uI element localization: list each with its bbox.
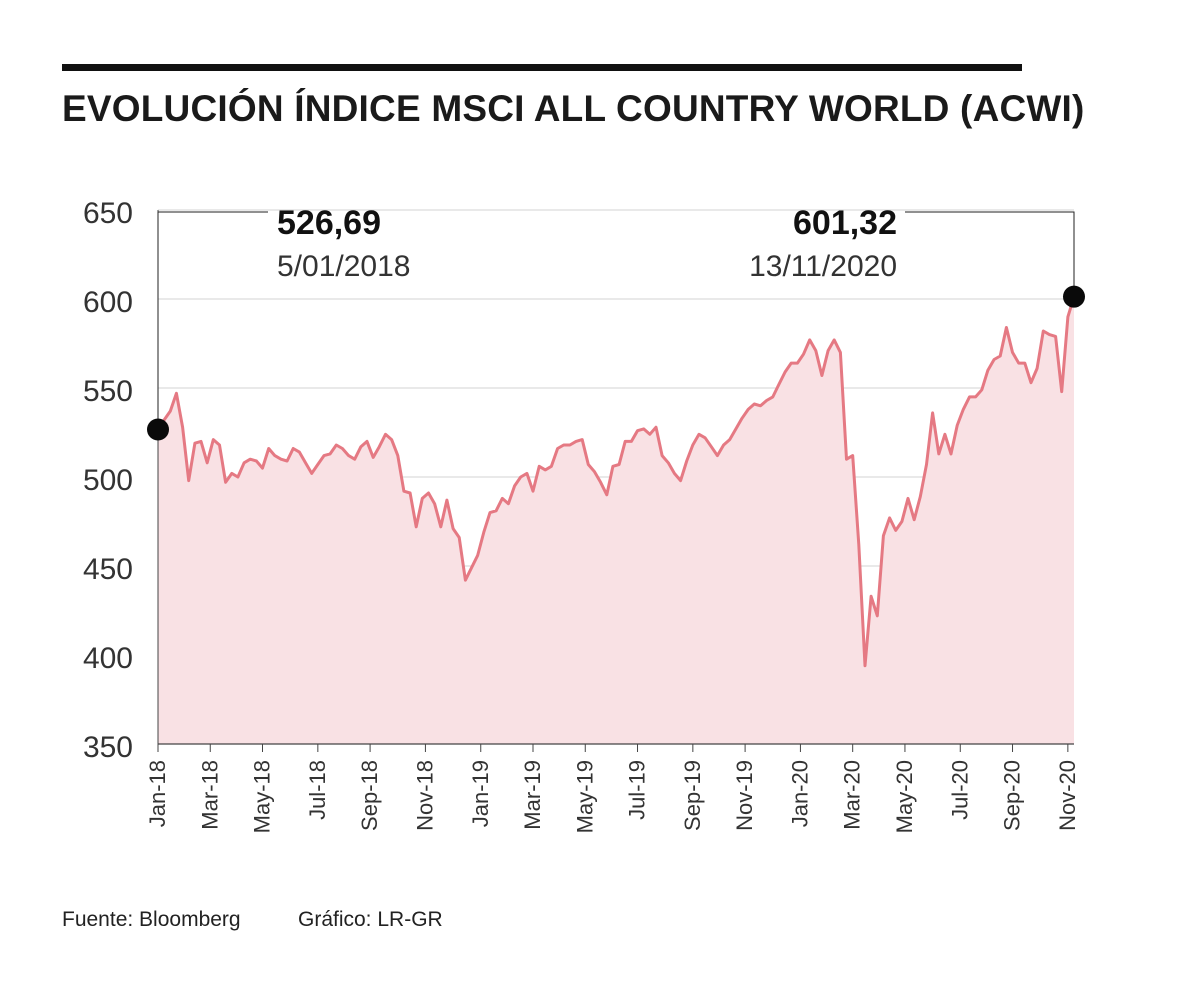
credit-note: Gráfico: LR-GR — [298, 908, 443, 931]
area-fill — [158, 296, 1074, 744]
y-tick-label-650: 650 — [83, 197, 133, 230]
callout-line-end — [905, 211, 1075, 297]
x-tick-label-Jul-18: Jul-18 — [305, 760, 330, 820]
x-tick-label-Nov-18: Nov-18 — [412, 760, 437, 831]
x-tick-label-Sep-18: Sep-18 — [357, 760, 382, 831]
annotation-layer: 526,69 5/01/2018 601,32 13/11/2020 — [147, 204, 1085, 441]
x-tick-label-Jan-20: Jan-20 — [787, 760, 812, 827]
x-tick-label-May-20: May-20 — [892, 760, 917, 833]
series-line-msci-acwi — [156, 296, 1076, 668]
y-tick-label-350: 350 — [83, 731, 133, 764]
x-tick-label-Jan-18: Jan-18 — [145, 760, 170, 827]
start-value-label: 526,69 — [277, 204, 381, 242]
x-tick-label-Jan-19: Jan-19 — [468, 760, 493, 827]
chart-title: EVOLUCIÓN ÍNDICE MSCI ALL COUNTRY WORLD … — [62, 88, 1085, 129]
y-tick-label-500: 500 — [83, 464, 133, 497]
x-tick-label-Mar-18: Mar-18 — [197, 760, 222, 830]
x-tick-label-Mar-19: Mar-19 — [520, 760, 545, 830]
y-tick-label-550: 550 — [83, 375, 133, 408]
x-tick-label-Jul-20: Jul-20 — [947, 760, 972, 820]
end-date-label: 13/11/2020 — [749, 250, 897, 283]
x-tick-label-Sep-20: Sep-20 — [1000, 760, 1025, 831]
x-tick-label-Nov-20: Nov-20 — [1055, 760, 1080, 831]
start-date-label: 5/01/2018 — [277, 250, 410, 283]
end-value-label: 601,32 — [793, 204, 897, 242]
start-point-marker — [147, 418, 169, 441]
source-note: Fuente: Bloomberg — [62, 908, 241, 931]
x-tick-label-Nov-19: Nov-19 — [732, 760, 757, 831]
x-tick-label-May-19: May-19 — [572, 760, 597, 833]
y-tick-label-400: 400 — [83, 642, 133, 675]
end-point-marker — [1063, 285, 1085, 308]
x-tick-label-Sep-19: Sep-19 — [680, 760, 705, 831]
y-tick-label-600: 600 — [83, 286, 133, 319]
axis-layer: 350 400 450 500 550 600 650 Jan-18 Mar-18 May-18 J… — [83, 197, 1080, 833]
x-tick-label-Jul-19: Jul-19 — [625, 760, 650, 820]
x-tick-label-Mar-20: Mar-20 — [840, 760, 865, 830]
x-tick-label-May-18: May-18 — [250, 760, 275, 833]
callout-line-start — [157, 211, 268, 430]
y-tick-label-450: 450 — [83, 553, 133, 586]
top-rule — [62, 64, 1022, 71]
